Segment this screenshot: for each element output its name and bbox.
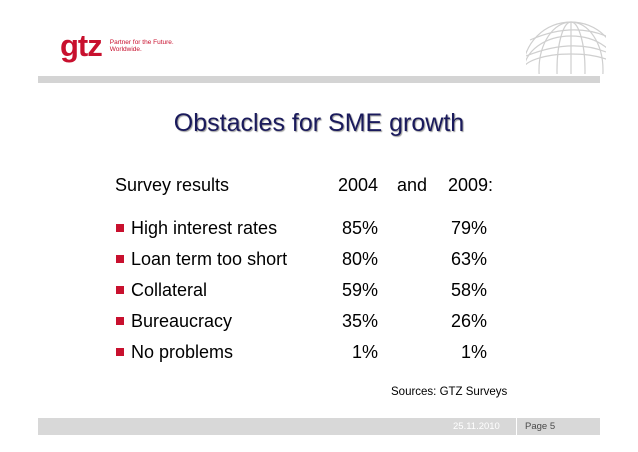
list-item: High interest rates 85% 79% [0, 213, 638, 243]
obstacle-label: Loan term too short [131, 249, 288, 269]
value-2009: 63% [450, 249, 487, 269]
obstacle-label: Bureaucracy [131, 311, 233, 331]
conjunction-and: and [397, 175, 428, 195]
globe-icon [526, 21, 606, 74]
list-item: Loan term too short 80% 63% [0, 244, 638, 274]
sources-note: Sources: GTZ Surveys [391, 386, 508, 398]
logo-wordmark: gtz [60, 28, 103, 63]
slide-title-text: Obstacles for SME growth [173, 109, 465, 137]
bullet-square-icon [116, 317, 124, 325]
gtz-logo: gtz Partner for the Future. Worldwide. [60, 30, 174, 61]
footer-date: 25.11.2010 [453, 421, 500, 432]
list-item: Collateral 59% 58% [0, 275, 638, 305]
value-2004: 80% [341, 249, 378, 269]
logo-tagline: Partner for the Future. Worldwide. [110, 39, 174, 53]
value-2004: 35% [341, 311, 378, 331]
logo-tagline-line-2: Worldwide. [109, 45, 142, 53]
value-2004: 59% [341, 280, 378, 300]
page-number: Page 5 [525, 421, 556, 432]
footer-separator [516, 418, 517, 435]
bullet-square-icon [116, 348, 124, 356]
survey-label: Survey results [115, 175, 230, 195]
value-2009: 1% [460, 342, 487, 362]
value-2004: 1% [351, 342, 378, 362]
value-2009: 79% [450, 218, 487, 238]
header-rule [38, 76, 600, 83]
list-item: No problems 1% 1% [0, 337, 638, 367]
obstacle-label: High interest rates [131, 218, 278, 238]
footer-bar [38, 418, 600, 435]
obstacle-label: No problems [131, 342, 234, 362]
year-2004: 2004 [337, 175, 378, 195]
list-item: Bureaucracy 35% 26% [0, 306, 638, 336]
survey-header-row: Survey results 2004 and 2009: [0, 170, 638, 200]
bullet-square-icon [116, 286, 124, 294]
value-2004: 85% [341, 218, 378, 238]
bullet-square-icon [116, 224, 124, 232]
slide-title: Obstacles for SME growth [0, 109, 638, 138]
bullet-square-icon [116, 255, 124, 263]
obstacle-label: Collateral [131, 280, 208, 300]
logo-tagline-line-1: Partner for the Future. [109, 38, 174, 46]
year-2009: 2009: [447, 175, 493, 195]
value-2009: 26% [450, 311, 487, 331]
value-2009: 58% [450, 280, 487, 300]
